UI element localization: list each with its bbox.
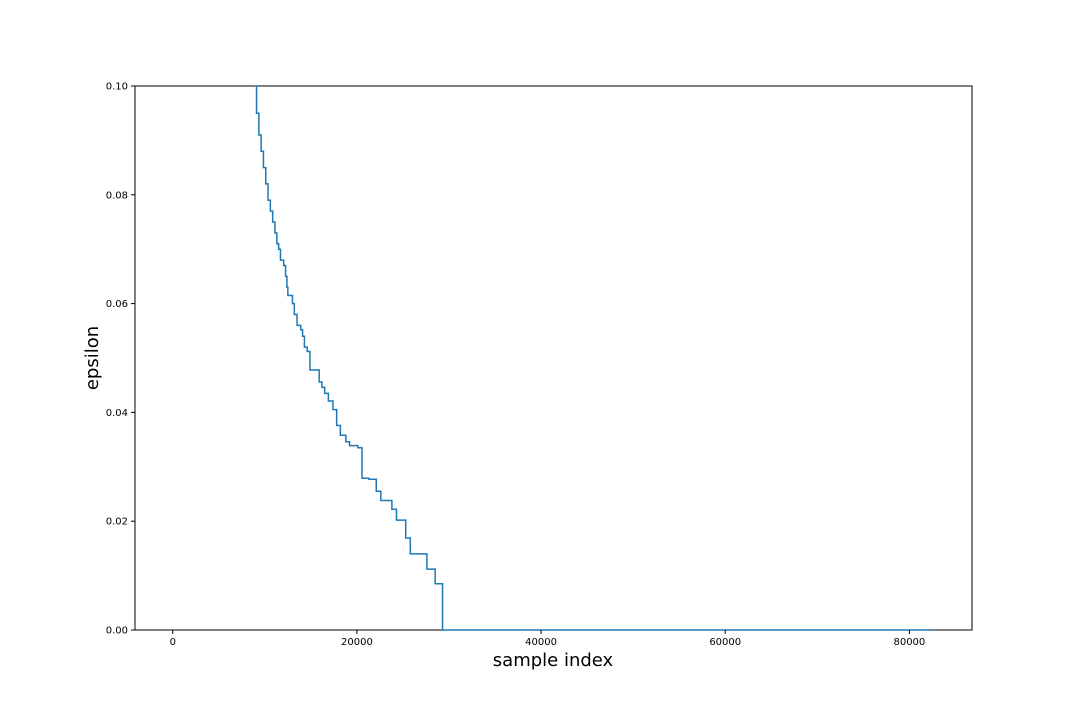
y-tick-label: 0.06 (106, 299, 128, 310)
y-tick-label: 0.08 (106, 190, 128, 201)
y-tick-label: 0.04 (106, 408, 128, 419)
x-axis-ticks: 0 20000 40000 60000 80000 (170, 630, 925, 648)
x-tick-label: 40000 (525, 637, 557, 648)
x-tick-label: 20000 (341, 637, 373, 648)
y-axis-title: epsilon (82, 326, 103, 390)
series-layer (254, 85, 935, 631)
x-axis-title: sample index (493, 650, 614, 671)
y-tick-label: 0.00 (106, 626, 128, 637)
y-tick-label: 0.02 (106, 517, 128, 528)
x-tick-label: 0 (170, 637, 176, 648)
series-line-0 (254, 85, 935, 631)
y-axis-ticks: 0.00 0.02 0.04 0.06 0.08 0.10 (106, 82, 135, 637)
x-tick-label: 60000 (709, 637, 741, 648)
y-tick-label: 0.10 (106, 82, 128, 93)
x-tick-label: 80000 (893, 637, 925, 648)
